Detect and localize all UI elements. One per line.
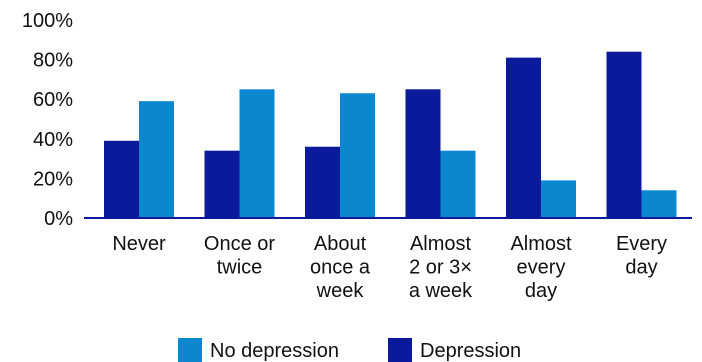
x-category-label-line: Almost (410, 233, 472, 255)
legend: No depression Depression (178, 338, 521, 362)
x-category-label-line: Almost (510, 233, 572, 255)
bar-no-depression (139, 101, 174, 218)
x-category-label-line: a week (409, 280, 473, 302)
y-tick-label: 20% (33, 168, 73, 190)
x-category-label: Once or twice (204, 233, 275, 279)
x-category-label-line: every (517, 257, 566, 279)
y-tick-label: 100% (22, 10, 73, 32)
bar-depression (405, 89, 441, 218)
x-category-label-line: Never (112, 233, 166, 255)
x-category-label: Every day (616, 233, 667, 279)
x-category-label-line: week (316, 280, 365, 302)
bar-depression (606, 51, 642, 219)
x-category-label-line: twice (217, 257, 263, 279)
bar-no-depression (340, 93, 375, 218)
legend-swatch (178, 338, 202, 362)
x-category-label-line: day (625, 257, 657, 279)
bars (104, 51, 677, 219)
x-category-label: Almost 2 or 3× a week (409, 233, 473, 302)
x-category-label-line: Every (616, 233, 667, 255)
x-category-label: Almost every day (510, 233, 572, 302)
y-tick-label: 60% (33, 89, 73, 111)
bar-no-depression (541, 180, 576, 218)
y-tick-label: 80% (33, 50, 73, 72)
bar-no-depression (239, 89, 275, 218)
x-category-label-line: About (314, 233, 367, 255)
y-tick-label: 0% (44, 208, 73, 230)
bar-depression (204, 150, 240, 218)
x-category-label-line: once a (310, 257, 371, 279)
legend-label: Depression (420, 340, 521, 362)
bar-depression (305, 146, 340, 218)
y-axis-ticks: 0% 20% 40% 60% 80% 100% (22, 10, 73, 230)
x-category-label: About once a week (310, 233, 371, 302)
bar-depression (104, 140, 139, 218)
x-category-label-line: Once or (204, 233, 275, 255)
x-category-label: Never (112, 233, 166, 255)
legend-label: No depression (210, 340, 339, 362)
x-category-label-line: day (525, 280, 557, 302)
bar-depression (506, 57, 541, 219)
bar-no-depression (641, 190, 677, 218)
x-category-label-line: 2 or 3× (409, 257, 472, 279)
legend-swatch (388, 338, 412, 362)
bar-no-depression (440, 150, 476, 218)
y-tick-label: 40% (33, 129, 73, 151)
